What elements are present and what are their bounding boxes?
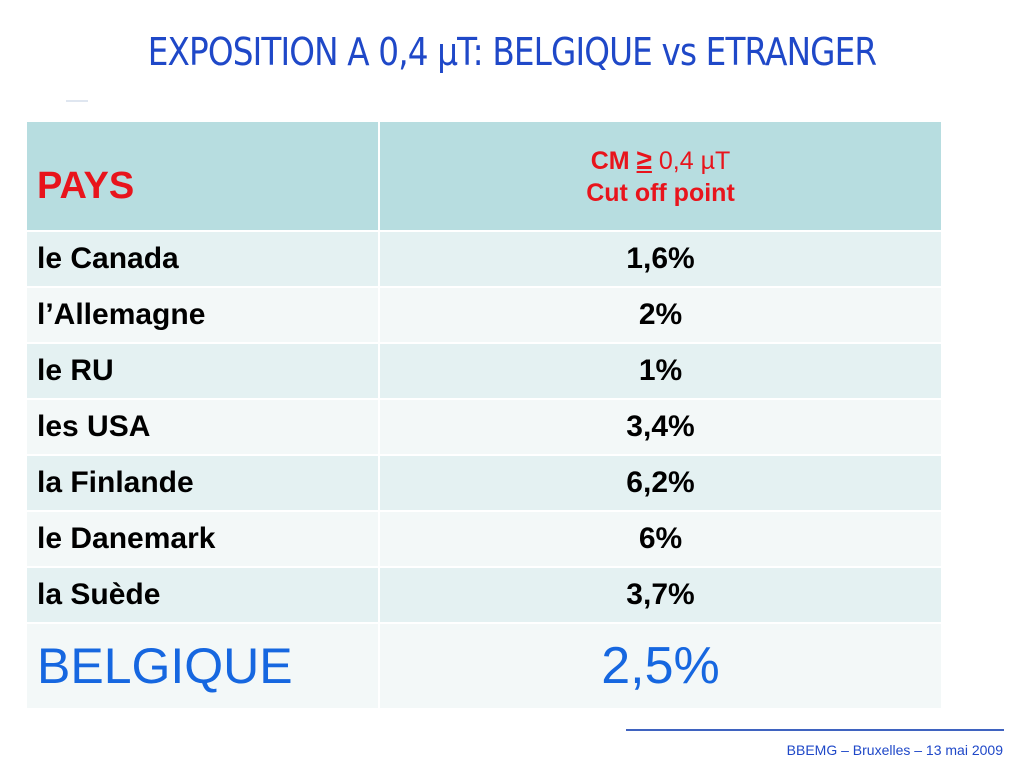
header-text: Cut off point xyxy=(586,178,735,207)
table-row: le RU 1% xyxy=(25,342,943,400)
country-cell: le Canada xyxy=(25,230,380,288)
title: EXPOSITION A 0,4 µT: BELGIQUE vs ETRANGE… xyxy=(147,30,877,74)
country-cell: le RU xyxy=(25,342,380,400)
table-body: PAYS CM ≥ 0,4 µT Cut off point le Canada… xyxy=(25,120,943,710)
value-cell: 1,6% xyxy=(378,230,943,288)
value-cell: 3,4% xyxy=(378,398,943,456)
value-cell: 2,5% xyxy=(378,622,943,710)
header-row: PAYS CM ≥ 0,4 µT Cut off point xyxy=(25,120,943,232)
table-row: le Danemark 6% xyxy=(25,510,943,568)
footer-rule xyxy=(626,729,1004,731)
table-row: la Finlande 6,2% xyxy=(25,454,943,512)
table-row: la Suède 3,7% xyxy=(25,566,943,624)
country-cell: la Suède xyxy=(25,566,380,624)
header-cell: PAYS xyxy=(25,120,380,232)
value-cell: 3,7% xyxy=(378,566,943,624)
table-row: BELGIQUE 2,5% xyxy=(25,622,943,710)
country-cell: le Danemark xyxy=(25,510,380,568)
header-symbol: ≥ xyxy=(636,143,652,175)
table-row: les USA 3,4% xyxy=(25,398,943,456)
value-cell: 6,2% xyxy=(378,454,943,512)
table: PAYS CM ≥ 0,4 µT Cut off point le Canada… xyxy=(25,120,943,710)
header-cell: CM ≥ 0,4 µT Cut off point xyxy=(378,120,943,232)
table-row: l’Allemagne 2% xyxy=(25,286,943,344)
decoration xyxy=(66,100,88,102)
country-cell: l’Allemagne xyxy=(25,286,380,344)
country-cell: la Finlande xyxy=(25,454,380,512)
value-cell: 6% xyxy=(378,510,943,568)
value-cell: 2% xyxy=(378,286,943,344)
value-cell: 1% xyxy=(378,342,943,400)
footer: BBEMG – Bruxelles – 13 mai 2009 xyxy=(786,742,1003,758)
header-text: CM xyxy=(590,146,630,175)
country-cell: les USA xyxy=(25,398,380,456)
country-cell: BELGIQUE xyxy=(25,622,380,710)
table-row: le Canada 1,6% xyxy=(25,230,943,288)
header-text: 0,4 µT xyxy=(658,146,731,175)
